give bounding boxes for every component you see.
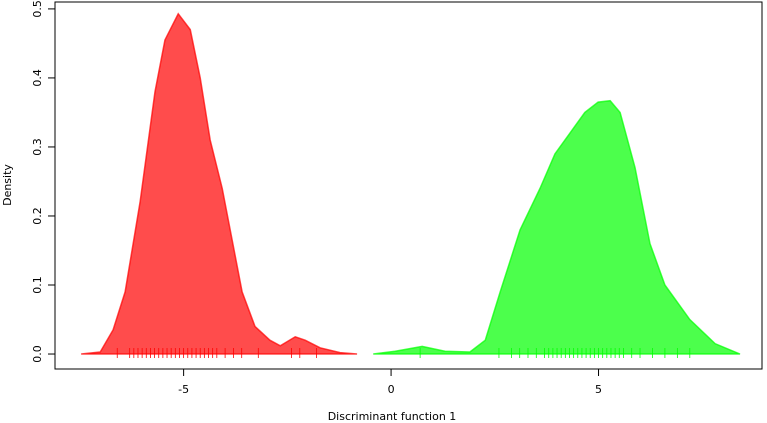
y-tick-label: 0.0	[31, 345, 44, 363]
x-tick-label: 0	[388, 383, 395, 396]
y-axis-label: Density	[1, 164, 14, 206]
x-tick-label: 5	[595, 383, 602, 396]
plot-frame	[54, 1, 763, 370]
y-tick-label: 0.2	[31, 207, 44, 225]
density-area	[81, 12, 358, 355]
x-tick-label: -5	[178, 383, 189, 396]
x-axis-label: Discriminant function 1	[328, 410, 457, 423]
y-tick-label: 0.5	[31, 0, 44, 18]
y-tick-label: 0.1	[31, 276, 44, 294]
density-area	[373, 99, 741, 355]
y-tick-label: 0.3	[31, 138, 44, 156]
y-tick-label: 0.4	[31, 69, 44, 87]
